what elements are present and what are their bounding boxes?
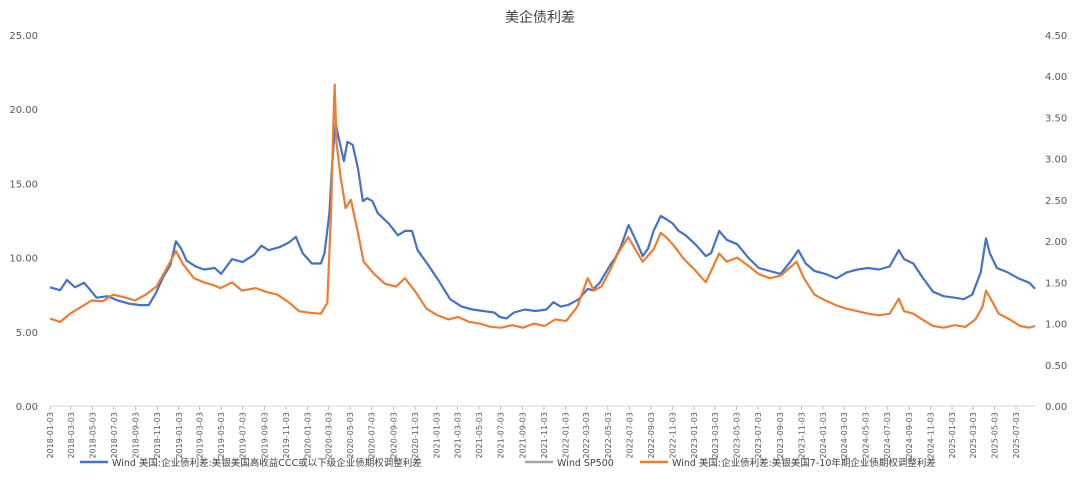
x-tick-label: 2022-01-03 (561, 412, 570, 459)
y-left-tick-label: 10.00 (9, 254, 38, 265)
y-right-tick-label: 4.50 (1045, 31, 1067, 42)
x-tick-label: 2020-09-03 (390, 412, 399, 459)
x-tick-label: 2025-07-03 (1012, 412, 1021, 459)
x-tick-label: 2019-11-03 (282, 412, 291, 459)
x-tick-label: 2018-03-03 (67, 412, 76, 459)
series-line-2 (49, 83, 1036, 329)
x-tick-label: 2024-01-03 (819, 412, 828, 459)
y-left-tick-label: 5.00 (16, 328, 38, 339)
y-left-tick-label: 25.00 (9, 31, 38, 42)
x-tick-label: 2024-05-03 (862, 412, 871, 459)
x-tick-label: 2018-07-03 (110, 412, 119, 459)
x-tick-label: 2019-07-03 (239, 412, 248, 459)
x-tick-label: 2018-01-03 (46, 412, 55, 459)
x-tick-label: 2020-07-03 (368, 412, 377, 459)
x-tick-label: 2022-05-03 (604, 412, 613, 459)
right-axis: 0.00 0.50 1.00 1.50 2.00 2.50 3.00 3.50 4.00 4.50 (1045, 31, 1067, 413)
series-line-0 (49, 122, 1036, 320)
y-right-tick-label: 0.50 (1045, 361, 1067, 372)
y-left-tick-label: 20.00 (9, 105, 38, 116)
x-tick-label: 2025-03-03 (969, 412, 978, 459)
x-tick-label: 2023-05-03 (733, 412, 742, 459)
x-tick-label: 2021-03-03 (453, 412, 462, 459)
x-axis: 2018-01-03 2018-03-03 2018-05-03 2018-07-03… (46, 406, 1021, 459)
x-tick-label: 2022-11-03 (669, 412, 678, 459)
y-right-tick-label: 1.50 (1045, 278, 1067, 289)
x-tick-label: 2023-01-03 (690, 412, 699, 459)
legend-label-0: Wind 美国:企业债利差:美银美国高收益CCC或以下级企业债期权调整利差 (112, 457, 422, 469)
x-tick-label: 2022-03-03 (582, 412, 591, 459)
x-tick-label: 2023-09-03 (776, 412, 785, 459)
legend-label-2: Wind 美国:企业债利差:美银美国7-10年期企业债期权调整利差 (672, 457, 936, 469)
x-tick-label: 2023-07-03 (754, 412, 763, 459)
x-tick-label: 2020-05-03 (346, 412, 355, 459)
y-left-tick-label: 0.00 (16, 402, 38, 413)
x-tick-label: 2021-07-03 (497, 412, 506, 459)
x-tick-label: 2024-09-03 (905, 412, 914, 459)
x-tick-label: 2025-01-03 (948, 412, 957, 459)
x-tick-label: 2023-11-03 (797, 412, 806, 459)
y-right-tick-label: 2.50 (1045, 196, 1067, 207)
x-tick-label: 2021-09-03 (518, 412, 527, 459)
x-tick-label: 2024-11-03 (927, 412, 936, 459)
legend-label-1: Wind SP500 (557, 458, 614, 469)
x-tick-label: 2021-01-03 (433, 412, 442, 459)
x-tick-label: 2020-03-03 (325, 412, 334, 459)
y-left-tick-label: 15.00 (9, 179, 38, 190)
x-tick-label: 2022-09-03 (647, 412, 656, 459)
x-tick-label: 2021-11-03 (540, 412, 549, 459)
y-right-tick-label: 3.00 (1045, 155, 1067, 166)
x-tick-label: 2024-07-03 (883, 412, 892, 459)
x-tick-label: 2025-05-03 (990, 412, 999, 459)
left-axis: 0.00 5.00 10.00 15.00 20.00 25.00 (9, 31, 38, 413)
y-right-tick-label: 3.50 (1045, 113, 1067, 124)
y-right-tick-label: 4.00 (1045, 72, 1067, 83)
y-right-tick-label: 0.00 (1045, 402, 1067, 413)
legend: Wind 美国:企业债利差:美银美国高收益CCC或以下级企业债期权调整利差 Win… (80, 457, 936, 469)
chart-title: 美企债利差 (505, 9, 575, 26)
x-tick-label: 2018-09-03 (132, 412, 141, 459)
x-tick-label: 2019-03-03 (196, 412, 205, 459)
x-tick-label: 2018-05-03 (88, 412, 97, 459)
x-tick-label: 2019-05-03 (217, 412, 226, 459)
x-tick-label: 2024-03-03 (840, 412, 849, 459)
x-tick-label: 2020-11-03 (411, 412, 420, 459)
x-tick-label: 2022-07-03 (625, 412, 634, 459)
x-tick-label: 2023-03-03 (711, 412, 720, 459)
series-layer (49, 83, 1036, 329)
y-right-tick-label: 2.00 (1045, 237, 1067, 248)
x-tick-label: 2020-01-03 (304, 412, 313, 459)
x-tick-label: 2019-01-03 (175, 412, 184, 459)
x-tick-label: 2018-11-03 (153, 412, 162, 459)
x-tick-label: 2019-09-03 (260, 412, 269, 459)
x-tick-label: 2021-05-03 (475, 412, 484, 459)
y-right-tick-label: 1.00 (1045, 320, 1067, 331)
